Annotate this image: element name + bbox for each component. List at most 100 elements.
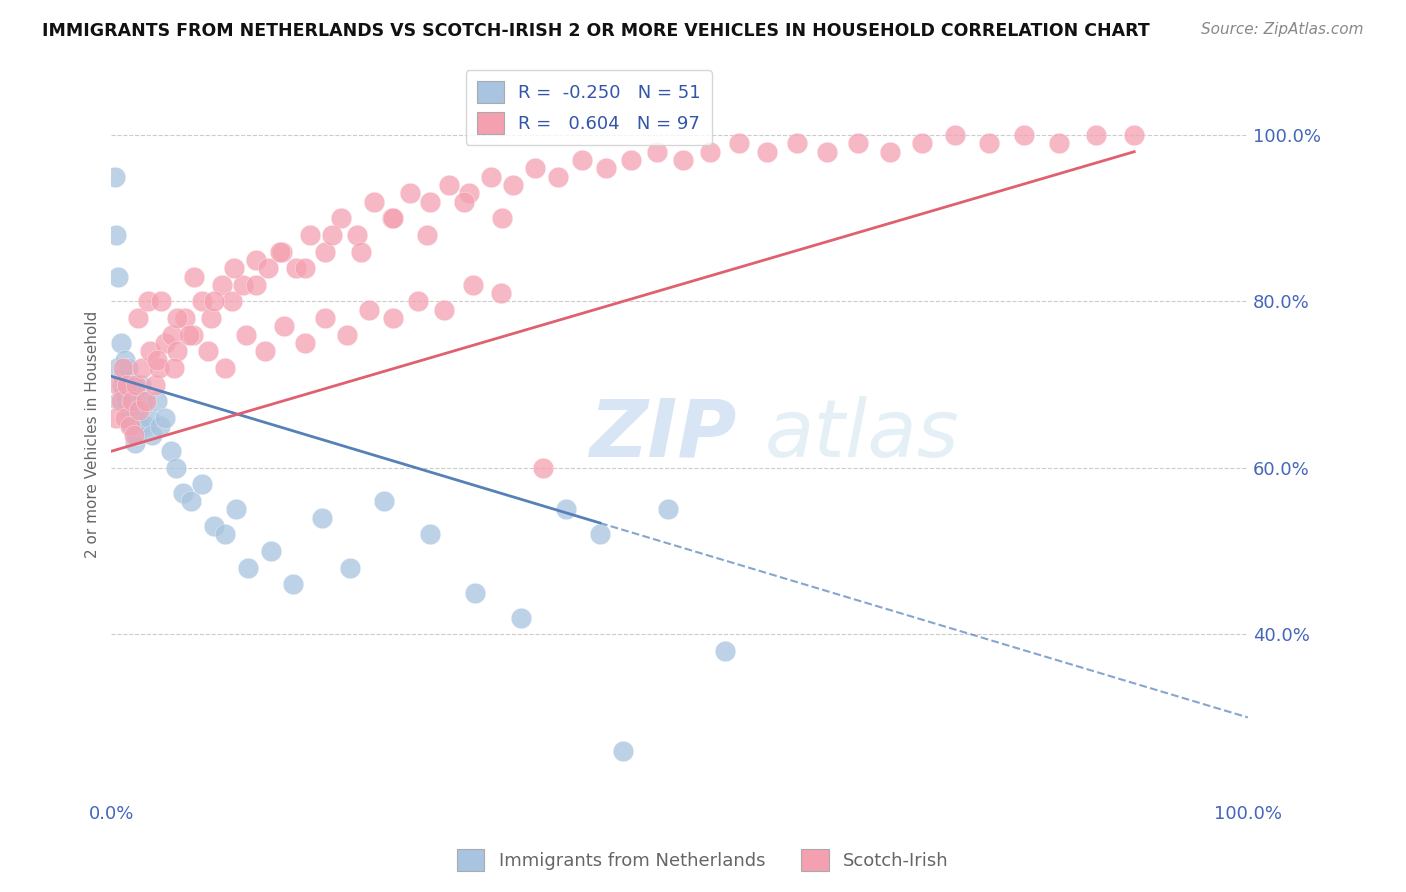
Point [114,411,136,425]
Point [143,377,166,392]
Point [166,344,188,359]
Point [479,169,502,184]
Legend: Immigrants from Netherlands, Scotch-Irish: Immigrants from Netherlands, Scotch-Iris… [450,842,956,879]
Point [107,269,129,284]
Point [172,485,194,500]
Point [259,544,281,558]
Point [555,502,578,516]
Point [399,186,422,201]
Point [620,153,643,167]
Point [419,527,441,541]
Point [571,153,593,167]
Point [141,427,163,442]
Legend: R =  -0.250   N = 51, R =   0.604   N = 97: R = -0.250 N = 51, R = 0.604 N = 97 [465,70,711,145]
Point [138,411,160,425]
Point [111,377,134,392]
Point [299,227,322,242]
Point [214,361,236,376]
Point [406,294,429,309]
Point [121,419,143,434]
Point [416,227,439,242]
Point [815,145,838,159]
Point [125,427,148,442]
Point [128,402,150,417]
Point [114,352,136,367]
Y-axis label: 2 or more Vehicles in Household: 2 or more Vehicles in Household [86,311,100,558]
Point [245,252,267,267]
Point [122,402,145,417]
Point [110,336,132,351]
Point [727,136,749,151]
Point [117,377,139,392]
Point [419,194,441,209]
Point [149,419,172,434]
Point [672,153,695,167]
Point [458,186,481,201]
Point [191,294,214,309]
Point [645,145,668,159]
Point [314,244,336,259]
Point [350,244,373,259]
Point [110,394,132,409]
Point [373,494,395,508]
Point [381,211,404,226]
Point [235,327,257,342]
Point [294,336,316,351]
Point [977,136,1000,151]
Point [131,361,153,376]
Point [232,277,254,292]
Point [183,269,205,284]
Point [547,169,569,184]
Point [657,502,679,516]
Point [756,145,779,159]
Point [433,302,456,317]
Point [104,169,127,184]
Point [122,377,145,392]
Point [284,261,307,276]
Point [336,327,359,342]
Point [118,411,141,425]
Point [202,519,225,533]
Point [453,194,475,209]
Point [127,311,149,326]
Point [524,161,547,176]
Point [153,336,176,351]
Point [531,460,554,475]
Point [159,444,181,458]
Point [115,394,138,409]
Text: atlas: atlas [765,395,960,474]
Point [339,560,361,574]
Text: ZIP: ZIP [589,395,737,474]
Point [166,311,188,326]
Point [163,361,186,376]
Point [111,369,134,384]
Point [224,261,246,276]
Point [177,327,200,342]
Point [363,194,385,209]
Point [214,527,236,541]
Point [253,344,276,359]
Point [136,294,159,309]
Point [197,344,219,359]
Point [294,261,316,276]
Point [330,211,353,226]
Point [117,377,139,392]
Point [128,419,150,434]
Point [1123,128,1146,142]
Point [122,427,145,442]
Point [148,361,170,376]
Point [120,394,142,409]
Point [311,510,333,524]
Point [134,419,156,434]
Point [346,227,368,242]
Point [461,277,484,292]
Point [107,377,129,392]
Point [382,211,405,226]
Point [1084,128,1107,142]
Point [180,494,202,508]
Point [160,327,183,342]
Point [124,436,146,450]
Point [911,136,934,151]
Point [202,294,225,309]
Point [257,261,280,276]
